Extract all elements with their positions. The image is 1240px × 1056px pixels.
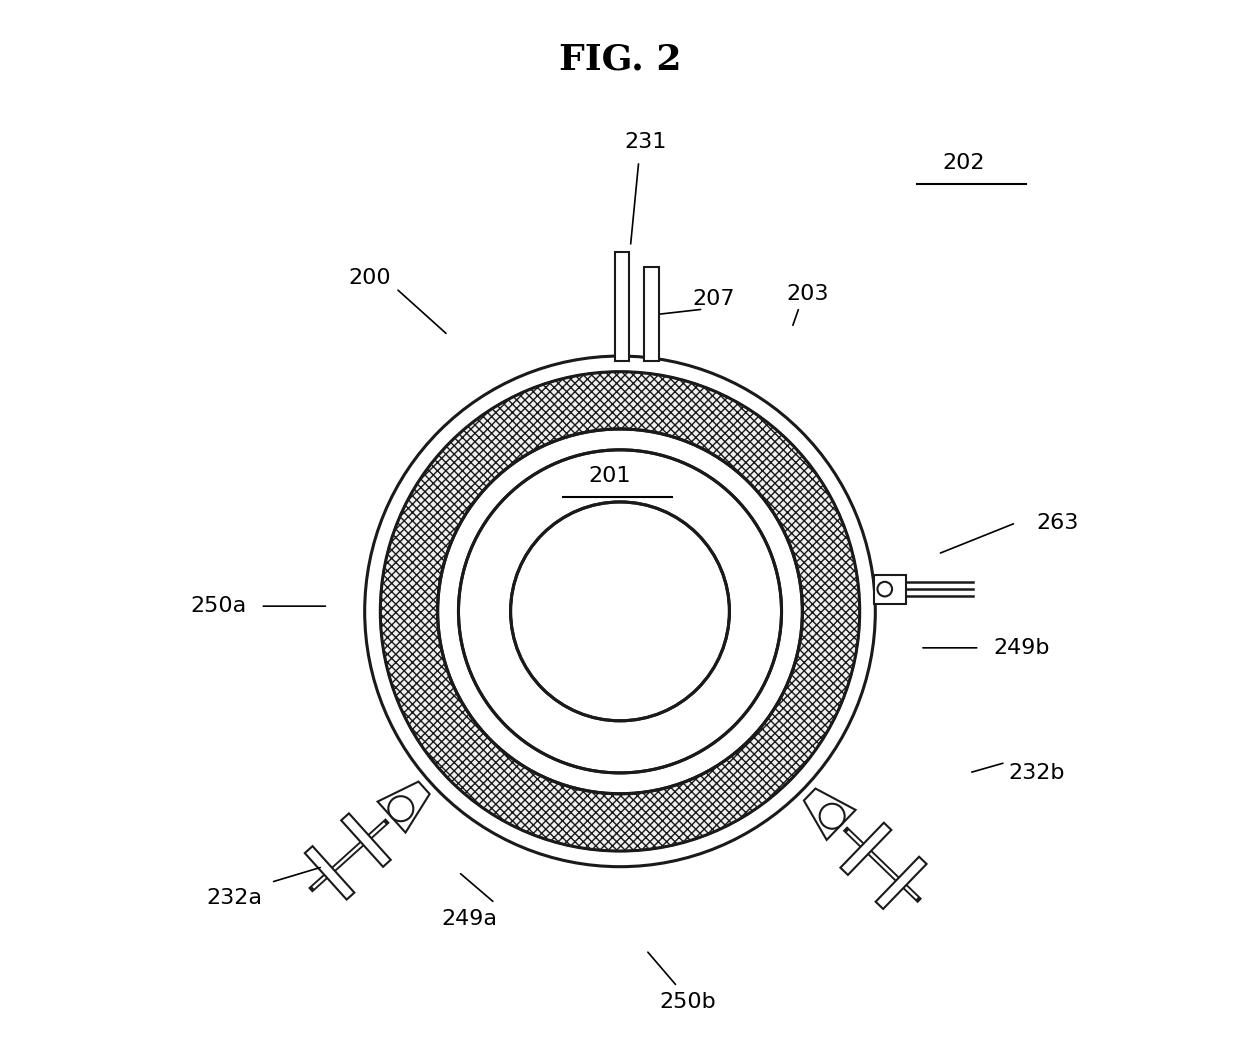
Text: 249a: 249a <box>441 909 497 929</box>
Circle shape <box>365 356 875 867</box>
Polygon shape <box>305 846 355 900</box>
Bar <box>874 574 905 604</box>
Text: 231: 231 <box>625 132 667 152</box>
Circle shape <box>511 502 729 721</box>
Text: FIG. 2: FIG. 2 <box>559 42 681 76</box>
Bar <box>644 267 658 361</box>
Bar <box>615 251 630 361</box>
Wedge shape <box>438 429 802 794</box>
Text: 232b: 232b <box>1008 762 1065 782</box>
Text: 202: 202 <box>942 153 985 173</box>
Circle shape <box>438 429 802 794</box>
Text: 263: 263 <box>1037 513 1079 533</box>
Text: 207: 207 <box>692 288 735 308</box>
Polygon shape <box>341 813 391 867</box>
Polygon shape <box>841 823 892 875</box>
Text: 232a: 232a <box>206 888 263 908</box>
Polygon shape <box>875 856 926 909</box>
Text: 250a: 250a <box>191 597 247 616</box>
Text: 200: 200 <box>348 268 391 288</box>
Text: 201: 201 <box>588 466 631 486</box>
Text: 203: 203 <box>786 283 828 303</box>
Text: 250b: 250b <box>660 993 717 1012</box>
Text: 249b: 249b <box>993 638 1049 658</box>
Wedge shape <box>381 372 859 851</box>
